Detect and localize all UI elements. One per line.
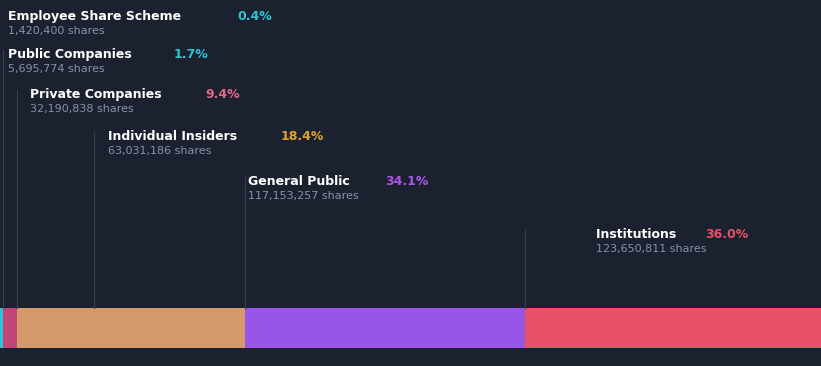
Text: Employee Share Scheme: Employee Share Scheme (8, 10, 186, 23)
Text: Private Companies: Private Companies (30, 88, 166, 101)
Text: 0.4%: 0.4% (237, 10, 272, 23)
Bar (245, 308, 525, 348)
Text: 117,153,257 shares: 117,153,257 shares (248, 191, 359, 201)
Text: General Public: General Public (248, 175, 354, 188)
Bar (17, 308, 94, 348)
Bar (0, 308, 3, 348)
Text: Institutions: Institutions (596, 228, 681, 241)
Text: Public Companies: Public Companies (8, 48, 136, 61)
Text: 18.4%: 18.4% (280, 130, 323, 143)
Text: 32,190,838 shares: 32,190,838 shares (30, 104, 134, 114)
Text: 1,420,400 shares: 1,420,400 shares (8, 26, 104, 36)
Text: Individual Insiders: Individual Insiders (108, 130, 241, 143)
Text: 9.4%: 9.4% (205, 88, 240, 101)
Text: 5,695,774 shares: 5,695,774 shares (8, 64, 105, 74)
Text: 123,650,811 shares: 123,650,811 shares (596, 244, 707, 254)
Bar (3, 308, 17, 348)
Text: 36.0%: 36.0% (705, 228, 749, 241)
Bar (525, 308, 821, 348)
Text: 1.7%: 1.7% (173, 48, 208, 61)
Bar (94, 308, 245, 348)
Text: 34.1%: 34.1% (385, 175, 429, 188)
Text: 63,031,186 shares: 63,031,186 shares (108, 146, 211, 156)
